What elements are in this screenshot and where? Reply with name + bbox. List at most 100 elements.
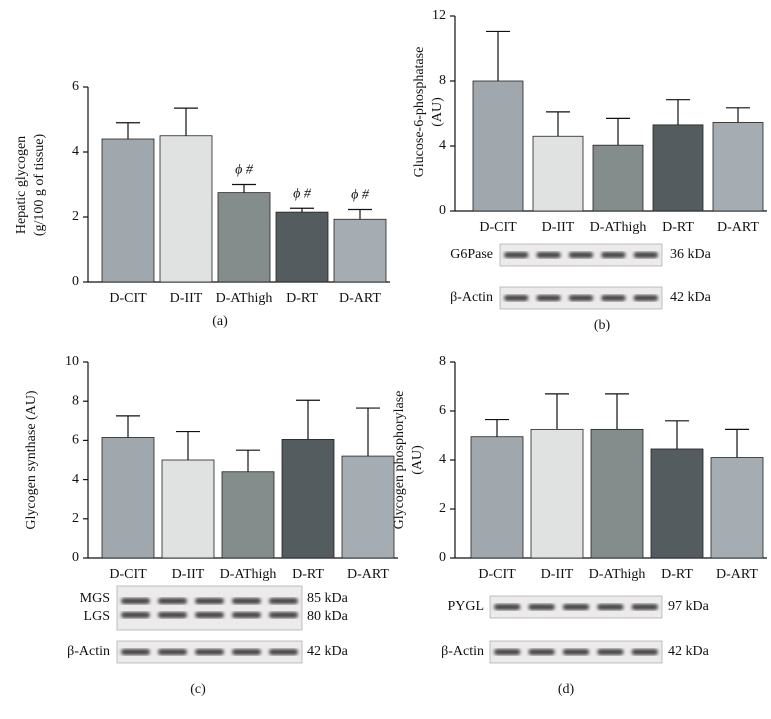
bar (275, 211, 329, 283)
blot-band (562, 604, 590, 610)
blot-label: β-Actin (67, 644, 110, 659)
y-tick-label: 2 (72, 511, 79, 526)
y-tick-label: 8 (439, 73, 446, 88)
y-tick-label: 4 (72, 144, 79, 159)
bar (470, 436, 524, 559)
blot-band (121, 612, 150, 618)
bar (159, 135, 213, 283)
y-tick-label: 6 (439, 403, 446, 418)
bar (532, 135, 584, 212)
blot-band (494, 604, 521, 610)
x-tick-label: D-CIT (478, 567, 516, 582)
blot-size: 97 kDa (668, 599, 710, 614)
y-axis-label: Hepatic glycogen (14, 136, 29, 234)
blot-size: 42 kDa (307, 644, 349, 659)
blot-band (232, 612, 261, 618)
y-tick-label: 12 (432, 8, 446, 23)
y-axis-label: Glucose-6-phosphatase (412, 47, 427, 178)
blot-band (195, 612, 224, 618)
blot-band (232, 598, 261, 604)
blot-size: 80 kDa (307, 609, 349, 624)
blot-band (158, 612, 187, 618)
bar (101, 138, 155, 283)
x-tick-label: D-CIT (109, 291, 147, 306)
panel-label: (b) (594, 318, 611, 333)
y-tick-label: 4 (439, 452, 446, 467)
x-tick-label: D-RT (286, 291, 318, 306)
y-axis-label: (AU) (410, 445, 425, 475)
blot-band (195, 649, 224, 655)
x-tick-label: D-IIT (172, 567, 205, 582)
x-tick-label: D-CIT (109, 567, 147, 582)
blot-band (631, 649, 658, 655)
blot-size: 42 kDa (670, 290, 712, 305)
x-tick-label: D-AThigh (590, 220, 647, 235)
blot-label: G6Pase (450, 247, 493, 262)
blot-band (568, 252, 594, 258)
x-tick-label: D-RT (661, 567, 693, 582)
blot-band (562, 649, 590, 655)
blot-size: 42 kDa (668, 644, 710, 659)
y-axis-label: (AU) (430, 97, 445, 127)
blot-band (633, 252, 658, 258)
blot-band (504, 252, 529, 258)
bar (592, 144, 644, 212)
blot-band (121, 649, 150, 655)
y-tick-label: 4 (72, 472, 79, 487)
panel-label: (a) (212, 314, 228, 329)
y-tick-label: 2 (439, 501, 446, 516)
panel-label: (d) (558, 682, 575, 697)
blot-band (195, 598, 224, 604)
bar (333, 218, 387, 283)
bar (710, 457, 764, 559)
blot-band (269, 612, 298, 618)
blot-band (494, 649, 521, 655)
x-tick-label: D-IIT (542, 220, 575, 235)
bar (652, 124, 704, 212)
y-tick-label: 2 (72, 209, 79, 224)
bar (650, 448, 704, 559)
x-tick-label: D-ART (339, 291, 381, 306)
bar (217, 192, 271, 283)
blot-label: β-Actin (441, 644, 484, 659)
x-tick-label: D-ART (347, 567, 389, 582)
blot-band (633, 295, 658, 301)
y-tick-label: 8 (439, 354, 446, 369)
bar (472, 80, 524, 212)
blot-label: LGS (84, 609, 110, 624)
y-tick-label: 6 (72, 433, 79, 448)
x-tick-label: D-AThigh (220, 567, 277, 582)
blot-band (121, 598, 150, 604)
y-tick-label: 8 (72, 393, 79, 408)
x-tick-label: D-AThigh (589, 567, 646, 582)
x-tick-label: D-IIT (541, 567, 574, 582)
blot-band (601, 252, 626, 258)
blot-label: β-Actin (450, 290, 493, 305)
x-tick-label: D-ART (716, 567, 758, 582)
y-tick-label: 0 (72, 550, 79, 565)
x-tick-label: D-IIT (170, 291, 203, 306)
annotation: ϕ # (293, 186, 312, 201)
blot-band (597, 604, 624, 610)
bar (101, 437, 155, 559)
bar (341, 455, 395, 559)
y-axis-label: Glycogen phosphorylase (392, 391, 407, 530)
y-tick-label: 0 (439, 203, 446, 218)
blot-band (528, 604, 555, 610)
x-tick-label: D-RT (662, 220, 694, 235)
bar (590, 428, 644, 559)
blot-frame (116, 585, 303, 631)
y-tick-label: 10 (65, 354, 79, 369)
blot-band (269, 598, 298, 604)
y-tick-label: 0 (72, 274, 79, 289)
panel-label: (c) (190, 682, 206, 697)
blot-band (631, 604, 658, 610)
x-tick-label: D-ART (717, 220, 759, 235)
blot-band (568, 295, 594, 301)
blot-band (504, 295, 529, 301)
y-axis-label: Glycogen synthase (AU) (24, 390, 39, 530)
y-tick-label: 0 (439, 550, 446, 565)
blot-band (269, 649, 298, 655)
bar (221, 471, 275, 559)
